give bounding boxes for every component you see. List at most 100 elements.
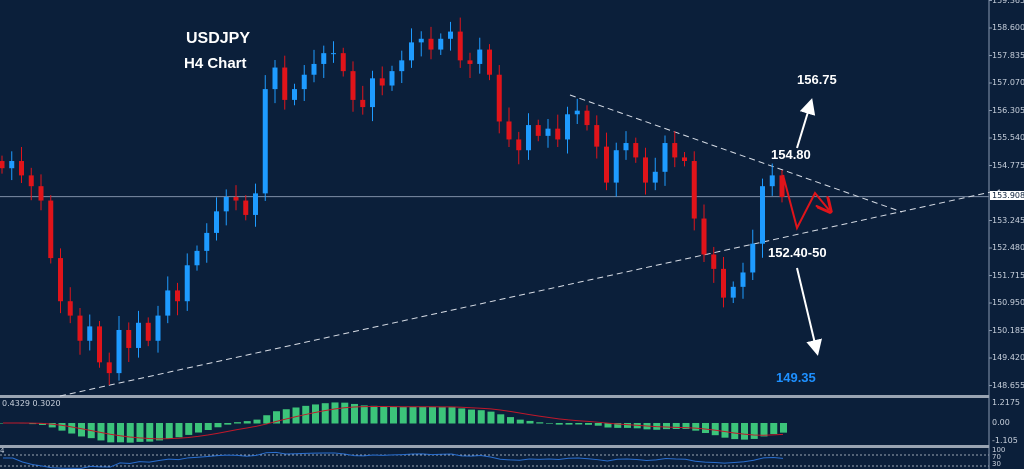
support-label: 152.40-50 — [768, 245, 827, 260]
macd-histogram-bar — [565, 423, 573, 425]
macd-histogram-bar — [68, 423, 76, 434]
target-up-label: 156.75 — [797, 72, 837, 87]
candle-body — [0, 161, 5, 169]
macd-histogram-bar — [624, 423, 631, 428]
candle-body — [223, 196, 229, 212]
candle-body — [438, 38, 444, 50]
candle-body — [750, 243, 756, 273]
candle-body — [672, 143, 678, 158]
macd-histogram-bar — [117, 423, 124, 443]
candle-body — [574, 110, 580, 115]
macd-histogram-bar — [234, 422, 241, 424]
candle-body — [604, 146, 609, 183]
candle-body — [487, 49, 492, 75]
price-tick-label: 149.420 — [992, 353, 1024, 363]
macd-histogram-bar — [468, 409, 475, 424]
candle-body — [652, 171, 658, 183]
price-tick-label: 152.480 — [992, 243, 1024, 252]
candle-body — [613, 150, 619, 183]
macd-histogram-bar — [146, 423, 154, 442]
candle-body — [292, 89, 297, 100]
macd-histogram-bar — [526, 420, 534, 424]
price-tick-label: 150.950 — [992, 298, 1024, 308]
candle-body — [282, 67, 288, 100]
macd-histogram-bar — [429, 407, 436, 424]
candle-body — [740, 272, 746, 287]
candle-body — [321, 53, 327, 64]
candle-body — [155, 315, 161, 341]
candle-body — [19, 161, 24, 176]
macd-histogram-bar — [692, 423, 700, 431]
candle-body — [779, 175, 785, 197]
candle-body — [301, 74, 307, 90]
projection-zigzag — [782, 174, 829, 231]
price-tick-label: 148.655 — [992, 380, 1024, 390]
candle-body — [448, 31, 453, 39]
candle-body — [331, 53, 336, 55]
candle-body — [643, 157, 648, 183]
rsi-line — [3, 451, 784, 469]
macd-histogram-bar — [594, 423, 602, 426]
candle-body — [311, 63, 317, 75]
macd-histogram-bar — [253, 419, 261, 424]
macd-histogram-bar — [204, 423, 212, 430]
macd-histogram-bar — [741, 423, 748, 440]
candle-body — [662, 143, 668, 172]
macd-histogram-bar — [721, 423, 729, 438]
macd-histogram-bar — [185, 423, 193, 435]
candle-body — [360, 99, 366, 108]
macd-histogram-bar — [331, 402, 339, 424]
candle-body — [204, 232, 210, 251]
macd-histogram-bar — [672, 423, 680, 430]
candle-body — [233, 196, 239, 201]
candle-body — [175, 290, 180, 302]
candle-body — [370, 78, 375, 108]
candle-body — [87, 326, 93, 341]
candle-body — [340, 53, 346, 72]
candle-body — [623, 143, 629, 151]
candle-body — [409, 42, 414, 61]
candle-body — [214, 211, 219, 233]
macd-histogram-bar — [448, 407, 456, 424]
macd-histogram-bar — [360, 405, 368, 424]
candle-body — [272, 67, 278, 90]
candle-body — [428, 38, 434, 50]
macd-histogram-bar — [419, 406, 427, 424]
macd-histogram-bar — [438, 407, 446, 424]
macd-histogram-bar — [312, 404, 319, 424]
candle-body — [38, 186, 44, 201]
macd-histogram-bar — [341, 402, 349, 424]
macd-histogram-bar — [224, 423, 232, 425]
candle-body — [350, 71, 356, 100]
macd-histogram-bar — [78, 423, 85, 437]
candle-body — [48, 200, 54, 259]
macd-histogram-bar — [107, 423, 115, 443]
candle-body — [721, 268, 726, 298]
down-arrow — [796, 267, 823, 356]
macd-histogram-bar — [702, 423, 709, 434]
candle-body — [28, 175, 34, 187]
candle-body — [496, 74, 502, 122]
macd-signal-line — [2, 406, 784, 440]
price-tick-label: 154.775 — [992, 160, 1024, 170]
macd-tick: 0.00 — [992, 418, 1010, 427]
rsi-tick: 100 — [992, 446, 1006, 454]
up-arrow — [796, 98, 816, 149]
chart-subtitle: H4 Chart — [184, 55, 247, 72]
price-tick-label: 157.070 — [992, 78, 1024, 87]
macd-histogram-bar — [156, 423, 163, 441]
macd-histogram-bar — [682, 423, 690, 429]
macd-histogram-bar — [175, 423, 183, 438]
macd-histogram-bar — [458, 408, 466, 424]
rsi-tick: 30 — [992, 460, 1001, 468]
candle-body — [165, 290, 171, 316]
candle-body — [555, 128, 561, 140]
candle-body — [535, 125, 541, 136]
macd-tick: 1.2175 — [992, 398, 1020, 407]
rsi-label: 4 — [0, 447, 5, 455]
candle-body — [545, 128, 551, 136]
macd-histogram-bar — [370, 405, 378, 424]
candle-body — [262, 89, 268, 194]
